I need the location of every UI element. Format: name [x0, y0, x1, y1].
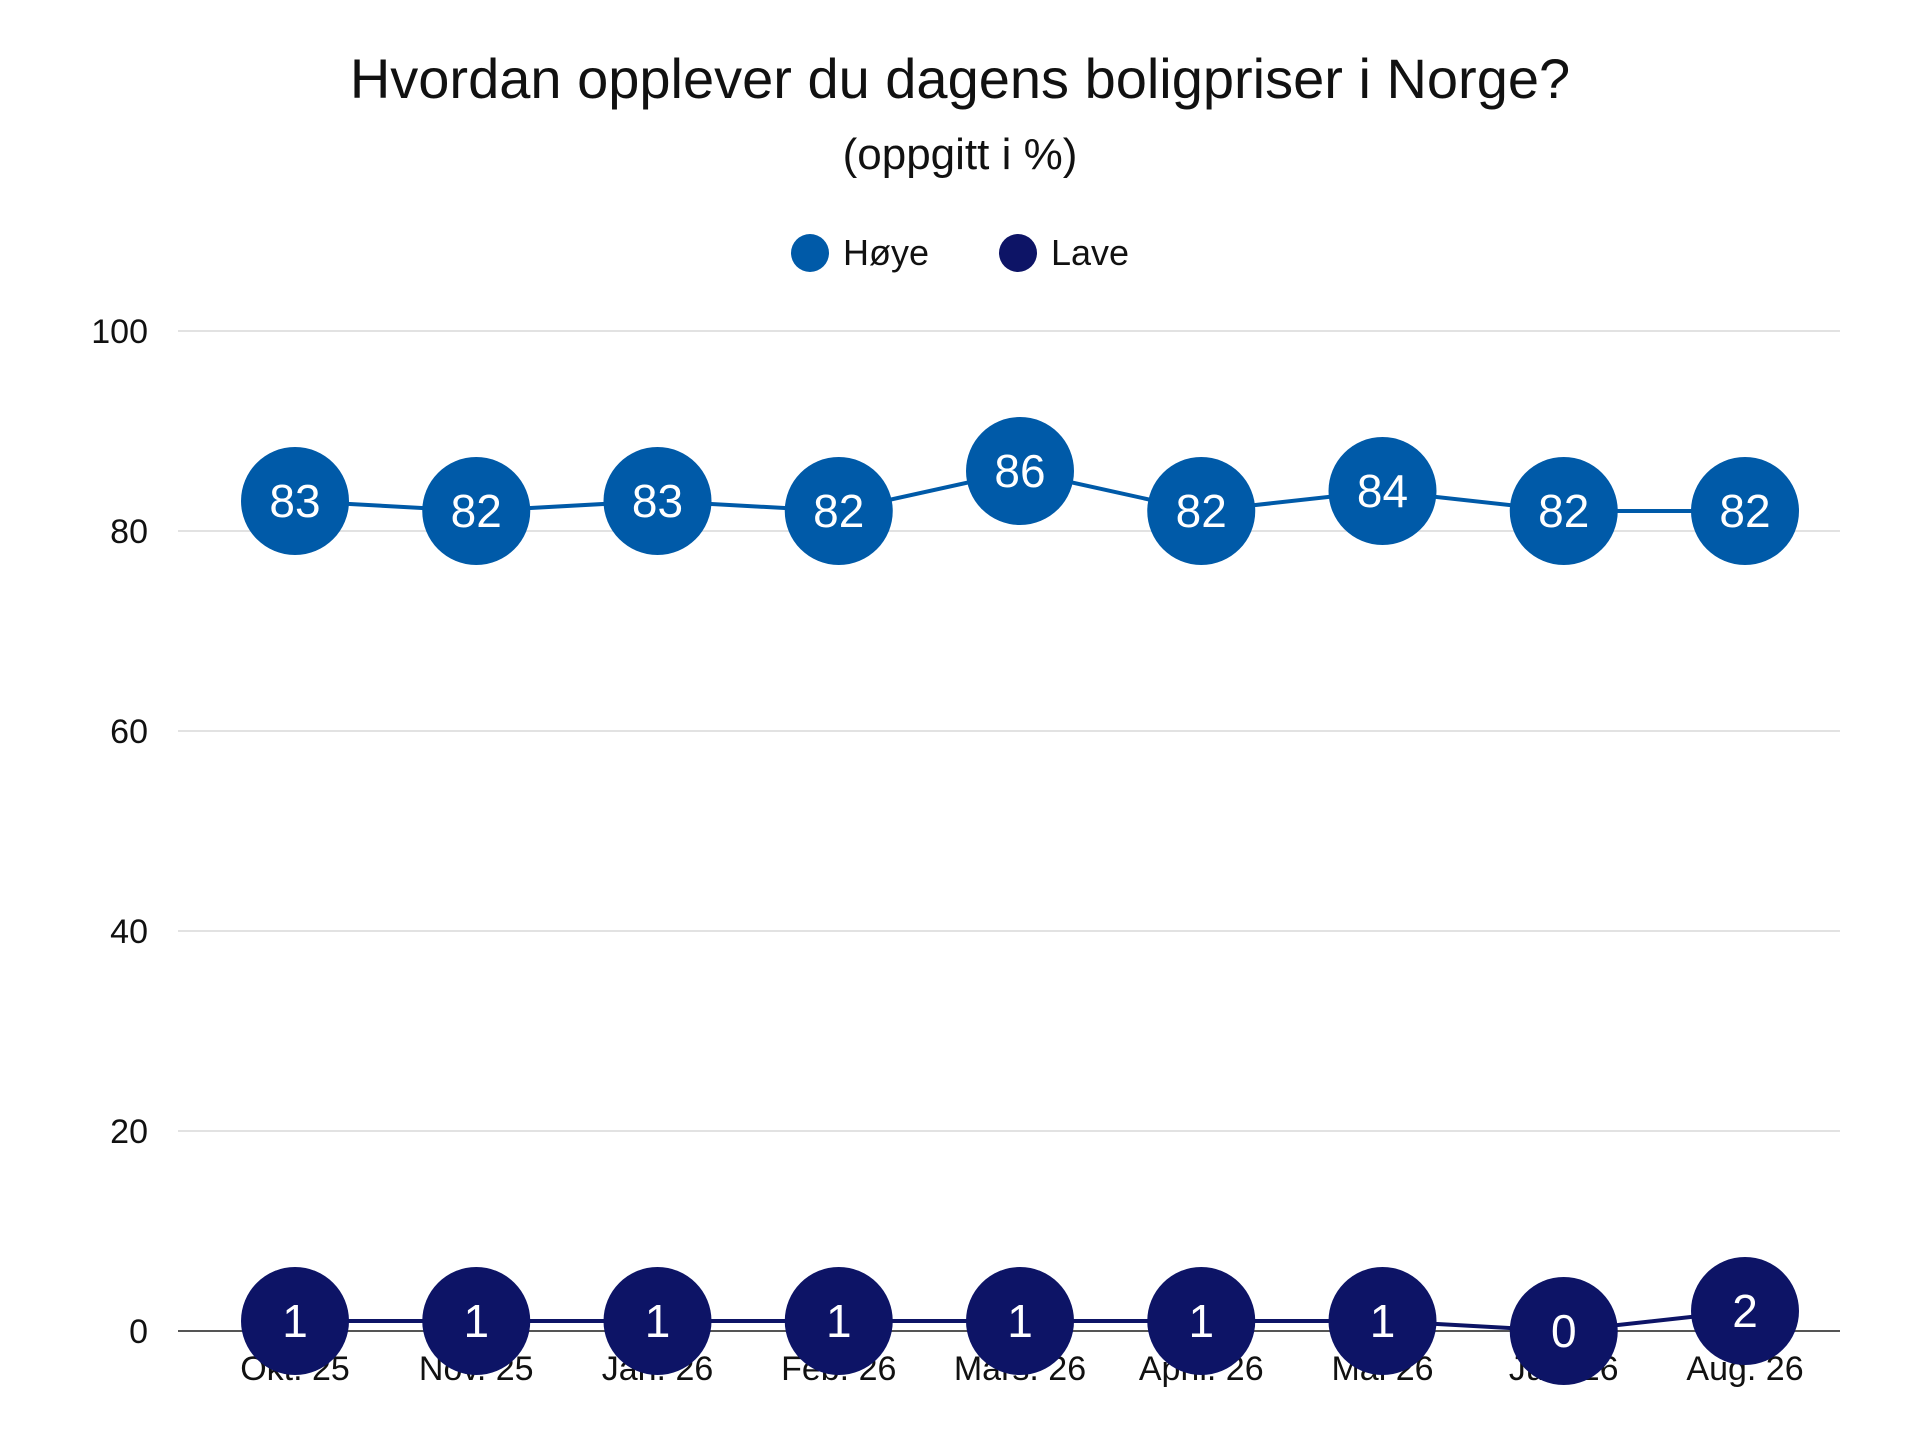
data-label: 1: [282, 1295, 308, 1347]
data-label: 83: [269, 475, 320, 527]
data-label: 82: [1538, 485, 1589, 537]
data-point: [422, 1267, 531, 1375]
data-label: 1: [463, 1295, 489, 1347]
data-label: 1: [1188, 1295, 1214, 1347]
data-label: 83: [632, 475, 683, 527]
data-label: 1: [1007, 1295, 1033, 1347]
data-point: [241, 1267, 349, 1375]
data-label: 1: [826, 1295, 852, 1347]
data-point: [422, 457, 531, 565]
y-tick-label: 40: [110, 913, 148, 951]
data-point: [241, 447, 349, 555]
legend-swatch-lave: [998, 234, 1037, 272]
data-label: 82: [813, 485, 864, 537]
data-label: 1: [1370, 1295, 1396, 1347]
legend-swatch-hoye: [790, 234, 829, 272]
data-label: 82: [1176, 485, 1227, 537]
data-point: [1691, 457, 1799, 565]
data-point: [1147, 457, 1256, 565]
legend: Høye Lave: [0, 232, 1920, 274]
chart-title: Hvordan opplever du dagens boligpriser i…: [349, 47, 1571, 110]
data-label: 82: [451, 485, 502, 537]
data-point: [966, 417, 1074, 525]
data-point: [966, 1267, 1074, 1375]
legend-label-lave: Lave: [1050, 232, 1130, 273]
data-label: 2: [1732, 1285, 1758, 1337]
legend-item-hoye: Høye: [790, 232, 929, 274]
y-tick-label: 60: [110, 713, 148, 751]
data-label: 1: [645, 1295, 671, 1347]
data-point: [1509, 457, 1618, 565]
chart-subtitle: (oppgitt i %): [842, 130, 1078, 179]
y-tick-label: 100: [91, 313, 148, 351]
data-point: [1147, 1267, 1256, 1375]
data-point: [784, 1267, 893, 1375]
data-point: [1328, 1267, 1437, 1375]
data-label: 0: [1551, 1305, 1577, 1357]
data-label: 82: [1719, 485, 1770, 537]
y-tick-label: 0: [129, 1313, 148, 1351]
legend-item-lave: Lave: [998, 232, 1130, 274]
y-tick-label: 80: [110, 513, 148, 551]
data-label: 84: [1357, 465, 1408, 517]
data-point: [1328, 437, 1437, 545]
data-point: [603, 447, 712, 555]
data-point: [603, 1267, 712, 1375]
y-tick-label: 20: [110, 1113, 148, 1151]
data-point: [1691, 1257, 1799, 1365]
legend-label-hoye: Høye: [842, 232, 929, 273]
data-label: 86: [994, 445, 1045, 497]
data-point: [784, 457, 893, 565]
data-point: [1509, 1277, 1618, 1385]
